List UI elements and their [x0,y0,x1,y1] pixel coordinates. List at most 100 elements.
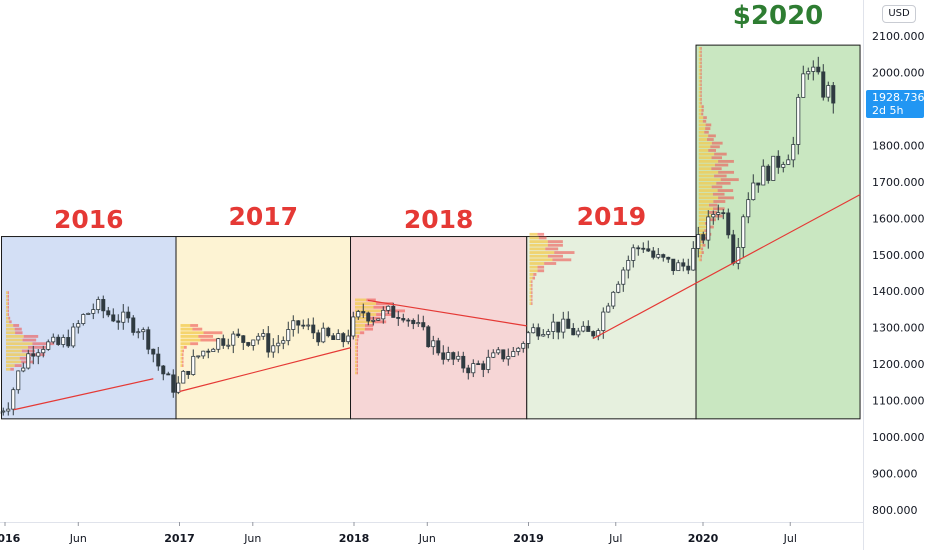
candle-body [331,335,336,340]
profile-bar [6,353,28,357]
profile-bar [544,262,557,265]
profile-bar [533,273,537,276]
profile-bar [529,280,532,284]
candle-body [296,320,301,326]
candle-body [536,327,541,337]
candle-body [766,165,771,181]
profile-bar [356,367,358,371]
profile-bar [711,156,723,160]
profile-bar [700,68,702,72]
profile-bar [698,83,701,87]
profile-bar [531,291,533,295]
candle-body [571,327,576,336]
profile-bar [700,61,702,65]
profile-bar [701,105,704,109]
profile-bar [701,251,704,254]
candle-body [756,182,761,186]
profile-bar [700,57,702,61]
profile-bar [537,265,545,269]
profile-bar [552,258,572,262]
profile-bar [698,247,702,251]
candle-body [391,305,396,318]
candle-body [271,345,276,353]
trendline [367,299,527,327]
candle-body [86,312,91,315]
candle-body [46,341,51,350]
profile-bar [23,334,39,338]
candle-body [71,326,76,347]
candle-body [771,155,776,181]
profile-bar [182,349,184,353]
candle-body [776,155,781,168]
candle-body [456,355,461,360]
candle-body [646,248,651,252]
profile-bar [701,112,704,116]
candle-body [616,283,621,293]
price-tick-label: 1600.000 [872,212,925,225]
candle-body [781,164,786,168]
profile-bar [529,232,538,236]
profile-bar [529,276,533,280]
profile-bar [698,46,701,50]
profile-bar [355,356,357,360]
profile-bar [355,345,357,349]
profile-bar [355,316,370,320]
profile-bar [708,134,716,138]
candle-body [806,71,811,75]
profile-bar [6,342,33,346]
profile-bar [180,338,201,342]
profile-bar [704,130,709,134]
candle-body [741,216,746,248]
profile-bar [714,152,727,156]
profile-bar [180,331,204,335]
candle-body [136,331,141,334]
profile-bar [711,185,723,189]
time-tick-label: 2019 [513,532,544,545]
profile-bar [180,356,183,360]
candle-body [786,159,791,165]
candle-body [156,353,161,367]
profile-bar [698,116,704,120]
candle-body [276,342,281,347]
currency-badge[interactable]: USD [882,5,916,23]
profile-bar [6,327,15,331]
profile-bar [700,83,702,87]
profile-bar [531,298,533,302]
profile-bar [6,356,20,360]
profile-bar [698,181,717,185]
profile-bar [702,243,706,247]
candle-body [61,337,66,345]
profile-bar [698,130,705,134]
candle-body [811,66,816,72]
profile-bar [700,87,702,90]
profile-bar [355,324,366,327]
candle-body [516,347,521,352]
profile-bar [529,269,538,273]
profile-bar [529,236,539,240]
profile-bar [714,163,729,167]
profile-bar [6,316,9,320]
candle-body [751,182,756,201]
profile-bar [7,309,9,313]
profile-bar [698,203,710,207]
profile-bar [6,298,8,302]
candle-body [566,318,571,329]
candle-body [546,331,551,335]
profile-bar [10,367,14,371]
profile-bar [355,349,357,353]
profile-bar [7,291,9,295]
candle-body [576,330,581,336]
candle-body [486,356,491,370]
profile-bar [698,87,701,90]
candle-body [151,348,156,355]
profile-bar [698,123,706,127]
candle-body [721,212,726,215]
candle-body [361,311,366,314]
profile-bar [200,338,217,342]
profile-bar [717,189,734,192]
profile-bar [698,145,711,149]
candle-body [181,370,186,384]
profile-bar [180,327,193,331]
profile-bar [700,72,702,76]
profile-bar [372,320,387,324]
